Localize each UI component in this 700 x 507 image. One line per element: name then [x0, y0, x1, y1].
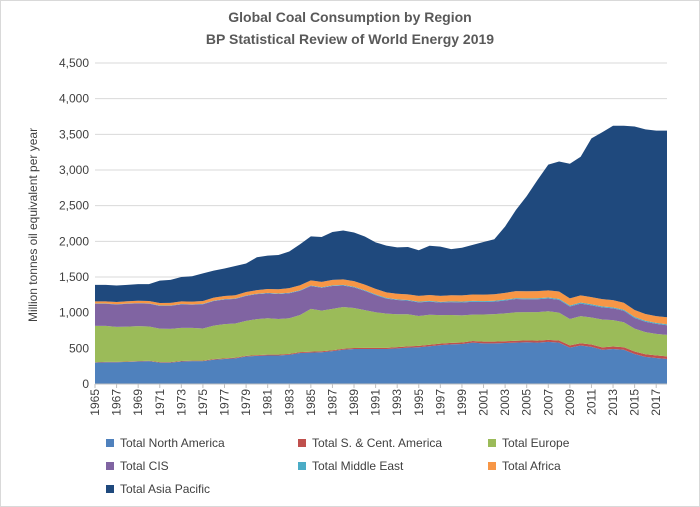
x-tick-label: 2001	[477, 389, 491, 416]
area-total-europe	[95, 306, 667, 363]
x-tick-label: 1977	[218, 389, 232, 416]
x-tick-label: 1973	[174, 389, 188, 416]
legend-swatch	[106, 439, 114, 447]
x-tick-label: 2015	[628, 389, 642, 416]
legend-swatch	[298, 462, 306, 470]
y-tick-label: 1,500	[59, 270, 89, 284]
legend-label: Total CIS	[120, 459, 169, 473]
area-total-cis	[95, 285, 667, 335]
legend-swatch	[298, 439, 306, 447]
legend-swatch	[488, 439, 496, 447]
x-tick-label: 1975	[196, 389, 210, 416]
y-tick-label: 3,000	[59, 163, 89, 177]
x-tick-label: 1965	[88, 389, 102, 416]
legend-label: Total S. & Cent. America	[312, 436, 443, 450]
x-tick-label: 1997	[433, 389, 447, 416]
x-tick-label: 2003	[498, 389, 512, 416]
legend-item-s-cent-america: Total S. & Cent. America	[298, 436, 442, 450]
legend-item-asia-pacific: Total Asia Pacific	[106, 482, 210, 496]
legend-swatch	[488, 462, 496, 470]
x-tick-label: 1979	[239, 389, 253, 416]
x-tick-label: 1989	[347, 389, 361, 416]
area-total-africa	[95, 279, 667, 325]
x-tick-label: 1971	[153, 389, 167, 416]
legend-item-middle-east: Total Middle East	[298, 459, 403, 473]
legend-label: Total Africa	[502, 459, 561, 473]
y-tick-label: 500	[69, 341, 89, 355]
x-tick-label: 1995	[412, 389, 426, 416]
x-tick-label: 1981	[261, 389, 275, 416]
legend-item-africa: Total Africa	[488, 459, 561, 473]
y-tick-label: 0	[82, 377, 89, 391]
legend-label: Total Middle East	[312, 459, 404, 473]
area-total-north-america	[95, 341, 667, 384]
legend-label: Total Europe	[502, 436, 570, 450]
y-tick-label: 1,000	[59, 306, 89, 320]
y-tick-label: 3,500	[59, 127, 89, 141]
x-tick-label: 2011	[584, 389, 598, 415]
y-tick-label: 4,500	[59, 56, 89, 70]
y-tick-label: 4,000	[59, 92, 89, 106]
legend-item-north-america: Total North America	[106, 436, 225, 450]
x-tick-label: 2005	[520, 389, 534, 416]
legend-label: Total North America	[120, 436, 225, 450]
x-tick-label: 1969	[131, 389, 145, 416]
x-tick-label: 2007	[541, 389, 555, 416]
legend-swatch	[106, 462, 114, 470]
x-tick-label: 1985	[304, 389, 318, 416]
y-tick-label: 2,000	[59, 234, 89, 248]
area-total-asia-pacific	[95, 125, 667, 318]
legend-item-cis: Total CIS	[106, 459, 169, 473]
y-tick-labels: 0 500 1,000 1,500 2,000 2,500 3,000 3,500 4,000 4…	[59, 56, 89, 391]
y-tick-label: 2,500	[59, 199, 89, 213]
legend-item-europe: Total Europe	[488, 436, 569, 450]
stacked-areas	[95, 125, 667, 384]
x-tick-label: 1993	[390, 389, 404, 416]
x-tick-label: 1967	[110, 389, 124, 416]
chart-title: Global Coal Consumption by Region	[228, 9, 472, 25]
y-axis-label: Million tonnes oil equivalent per year	[26, 128, 40, 322]
axes	[94, 383, 667, 388]
x-tick-label: 2017	[649, 389, 663, 416]
chart-subtitle: BP Statistical Review of World Energy 20…	[205, 31, 495, 47]
x-tick-label: 1987	[325, 389, 339, 416]
legend-label: Total Asia Pacific	[120, 482, 211, 496]
x-tick-labels: 1965 1967 1969 1971 1973 1975 1977 1979 1981 1983…	[88, 389, 663, 416]
x-tick-label: 1991	[369, 389, 383, 416]
legend-swatch	[106, 485, 114, 493]
x-tick-label: 1999	[455, 389, 469, 416]
x-tick-label: 2009	[563, 389, 577, 416]
x-tick-label: 2013	[606, 389, 620, 416]
x-tick-label: 1983	[282, 389, 296, 416]
